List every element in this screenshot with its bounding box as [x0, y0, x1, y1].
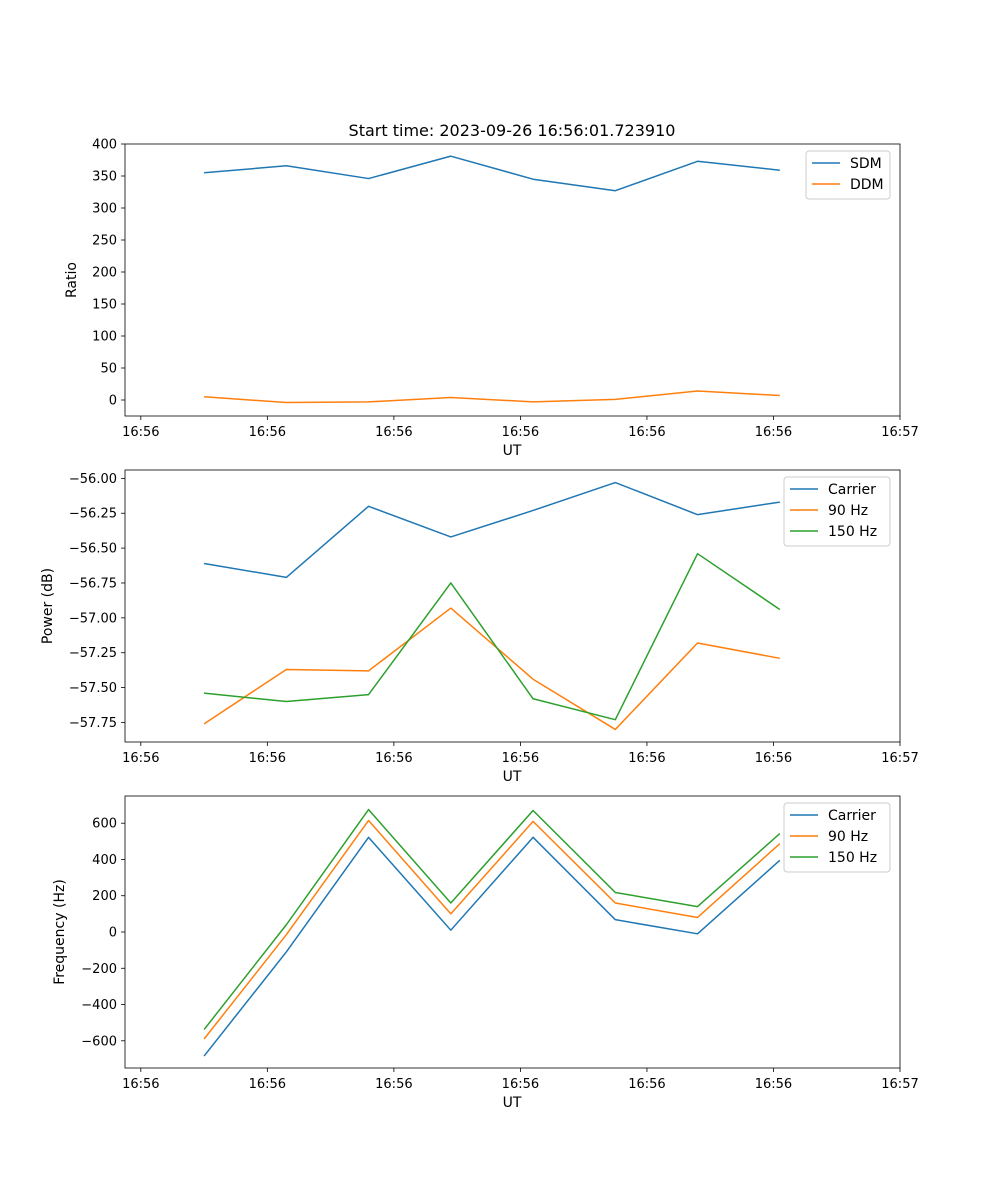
x-tick-label: 16:56 — [375, 425, 412, 440]
y-tick-label: 100 — [92, 330, 117, 345]
series-line-90-hz — [203, 819, 781, 1040]
series-line-90-hz — [203, 607, 780, 731]
series-line-carrier — [203, 836, 781, 1057]
x-tick-label: 16:57 — [881, 751, 918, 766]
y-tick-label: −400 — [81, 998, 117, 1013]
x-tick-label: 16:56 — [249, 1077, 286, 1092]
y-tick-label: −200 — [81, 962, 117, 977]
x-tick-label: 16:57 — [881, 425, 918, 440]
legend-box — [783, 802, 891, 873]
legend-label: 90 Hz — [828, 503, 868, 519]
x-tick-label: 16:56 — [502, 751, 539, 766]
x-tick-label: 16:56 — [628, 425, 665, 440]
series-line-ddm — [204, 390, 780, 404]
axes-frame — [124, 469, 901, 743]
y-tick-label: 250 — [92, 234, 117, 249]
axes-frame — [124, 143, 901, 417]
legend-label: DDM — [850, 177, 884, 193]
legend-label: 150 Hz — [828, 524, 877, 540]
legend: SDM DDM — [805, 150, 891, 200]
frequency-chart: 16:56 16:56 16:56 16:56 16:56 16:56 16:57 −600 −… — [52, 795, 919, 1111]
x-tick-label: 16:56 — [375, 751, 412, 766]
y-tick-label: 200 — [92, 889, 117, 904]
x-tick-label: 16:56 — [249, 751, 286, 766]
y-axis-label: Ratio — [64, 262, 80, 298]
legend-label: Carrier — [828, 808, 876, 824]
legend-label: Carrier — [828, 482, 876, 498]
y-tick-label: 50 — [100, 362, 117, 377]
y-tick-label: −57.50 — [69, 681, 117, 696]
y-tick-label: 150 — [92, 298, 117, 313]
series-line-sdm — [204, 155, 780, 192]
x-tick-label: 16:56 — [249, 425, 286, 440]
figure-title: Start time: 2023-09-26 16:56:01.723910 — [349, 121, 676, 140]
legend-label: 150 Hz — [828, 850, 877, 866]
x-tick-label: 16:56 — [122, 425, 159, 440]
y-tick-label: 400 — [92, 138, 117, 153]
y-tick-label: −57.25 — [69, 646, 117, 661]
y-tick-label: −57.75 — [69, 716, 117, 731]
series-line-150-hz — [203, 808, 781, 1031]
y-tick-label: 0 — [109, 926, 117, 941]
y-tick-label: 600 — [92, 817, 117, 832]
x-tick-label: 16:56 — [755, 425, 792, 440]
y-axis-label: Frequency (Hz) — [52, 879, 68, 985]
x-tick-label: 16:56 — [502, 425, 539, 440]
y-tick-label: 200 — [92, 266, 117, 281]
y-tick-label: −600 — [81, 1034, 117, 1049]
x-tick-label: 16:56 — [502, 1077, 539, 1092]
x-axis-label: UT — [503, 1095, 522, 1111]
legend-box — [783, 476, 891, 547]
y-tick-label: 400 — [92, 853, 117, 868]
legend-label: 90 Hz — [828, 829, 868, 845]
legend-label: SDM — [850, 156, 882, 172]
x-tick-label: 16:56 — [122, 751, 159, 766]
x-axis-label: UT — [503, 443, 522, 459]
ratio-chart: 16:56 16:56 16:56 16:56 16:56 16:56 16:57 0 50 10… — [64, 138, 919, 460]
x-tick-label: 16:56 — [755, 1077, 792, 1092]
y-tick-label: 300 — [92, 202, 117, 217]
y-tick-label: 350 — [92, 170, 117, 185]
y-tick-label: −56.25 — [69, 507, 117, 522]
x-tick-label: 16:56 — [122, 1077, 159, 1092]
x-axis-label: UT — [503, 769, 522, 785]
x-tick-label: 16:56 — [755, 751, 792, 766]
x-tick-label: 16:57 — [881, 1077, 918, 1092]
y-axis-label: Power (dB) — [40, 568, 56, 644]
series-line-carrier — [203, 481, 780, 579]
y-tick-label: −56.75 — [69, 576, 117, 591]
y-tick-label: −56.50 — [69, 542, 117, 557]
power-chart: 16:56 16:56 16:56 16:56 16:56 16:56 16:57 −57.7… — [40, 469, 919, 785]
legend: Carrier 90 Hz 150 Hz — [783, 802, 891, 873]
x-tick-label: 16:56 — [628, 1077, 665, 1092]
x-tick-label: 16:56 — [628, 751, 665, 766]
y-tick-label: 0 — [109, 394, 117, 409]
y-tick-label: −56.00 — [69, 472, 117, 487]
series-line-150-hz — [204, 552, 781, 721]
x-tick-label: 16:56 — [375, 1077, 412, 1092]
y-tick-label: −57.00 — [69, 611, 117, 626]
legend: Carrier 90 Hz 150 Hz — [783, 476, 891, 547]
